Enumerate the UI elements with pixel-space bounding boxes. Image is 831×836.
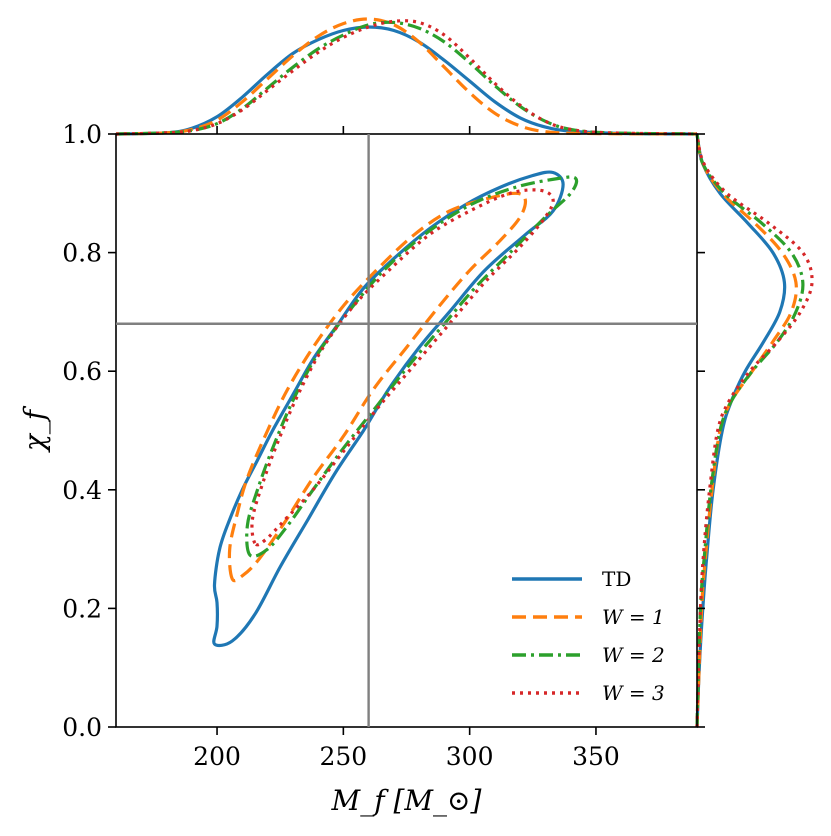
x-axis-label-symbol: M_f [M_⊙] (331, 784, 482, 817)
y-axis-label: χ_f (18, 405, 51, 453)
legend-label-3: W = 2 (602, 643, 665, 667)
y-tick-label: 0.8 (62, 239, 102, 268)
top-marginal-curve-1 (115, 25, 698, 136)
contour-layer (212, 170, 579, 648)
contour-2 (227, 191, 528, 583)
contour-3 (245, 175, 579, 559)
x-tick-label: 300 (446, 742, 494, 771)
y-axis-ticks: 0.0 0.2 0.4 0.6 0.8 1.0 (62, 120, 705, 742)
x-tick-label: 200 (193, 742, 241, 771)
top-marginal-panel (115, 17, 698, 136)
right-marginal-curve-1 (695, 133, 787, 728)
y-tick-label: 0.2 (62, 594, 102, 623)
right-marginal-curve-4 (695, 133, 814, 728)
x-tick-label: 350 (572, 742, 620, 771)
right-marginal-panel (695, 133, 814, 728)
top-marginal-curve-3 (115, 20, 698, 136)
legend-label-2: W = 1 (602, 605, 665, 629)
x-tick-label: 250 (319, 742, 367, 771)
y-tick-label: 0.6 (62, 357, 102, 386)
legend-label-4: W = 3 (602, 681, 665, 705)
right-marginal-curve-3 (695, 133, 805, 728)
plot-frame (115, 133, 698, 728)
legend-label-1: TD (602, 567, 631, 591)
right-marginal-curve-2 (695, 133, 798, 728)
x-axis-ticks: 200 250 300 350 (193, 126, 620, 771)
y-tick-label: 0.4 (62, 476, 102, 505)
main-contour-panel: 200 250 300 350 0.0 0.2 0.4 0.6 0.8 1.0 (62, 120, 705, 771)
x-axis-label: M_f [M_⊙] (331, 784, 482, 817)
contour-1 (212, 170, 565, 648)
contour-4 (250, 188, 555, 547)
y-tick-label: 1.0 (62, 120, 102, 149)
top-marginal-curve-4 (115, 19, 698, 136)
y-tick-label: 0.0 (62, 713, 102, 742)
legend: TD W = 1 W = 2 W = 3 (512, 567, 665, 705)
